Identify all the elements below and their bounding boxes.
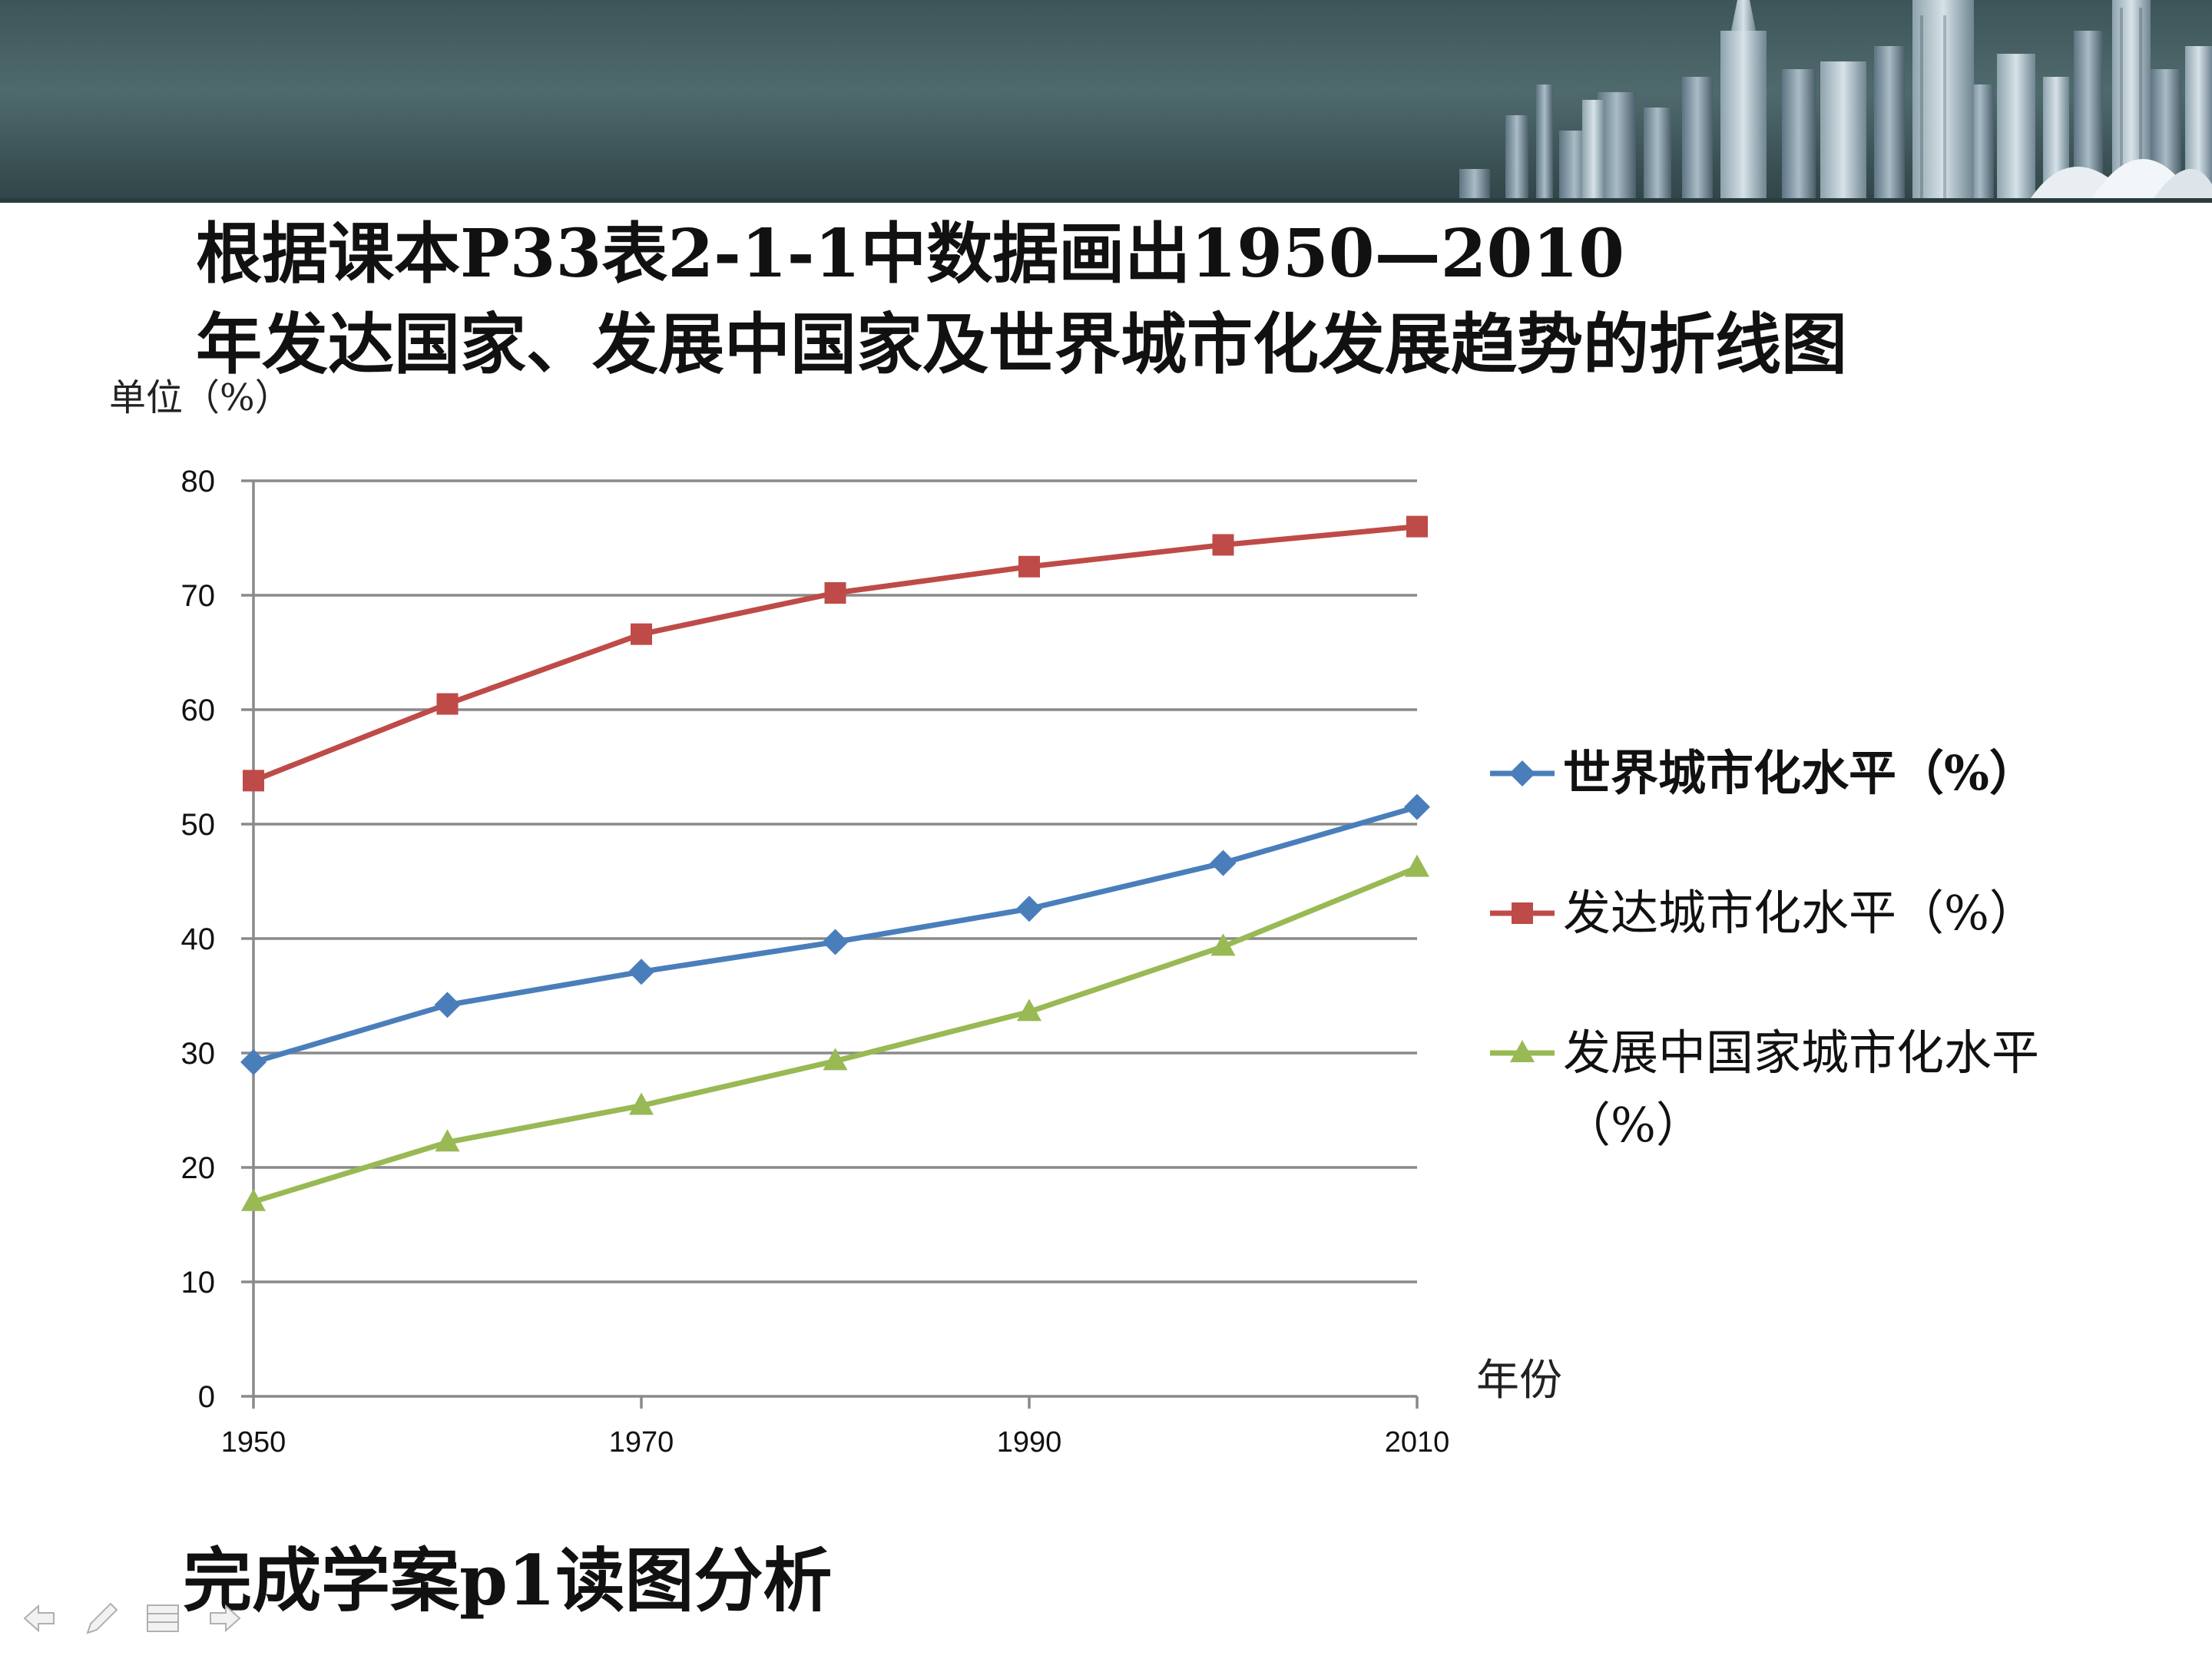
data-point-developing xyxy=(1210,933,1236,956)
data-point-developing xyxy=(629,1092,654,1115)
y-tick-label: 70 xyxy=(181,579,216,613)
legend-swatch-developing xyxy=(1490,1040,1555,1062)
data-point-developing xyxy=(1405,854,1429,877)
slide-title: 根据课本P33表2-1-1中数据画出1950—2010 年发达国家、发展中国家及… xyxy=(196,209,1847,390)
legend-swatch-marker xyxy=(1509,760,1535,786)
data-point-developing xyxy=(823,1048,848,1071)
legend-swatch-developed xyxy=(1490,902,1555,924)
legend-item-world: 世界城市化水平（%） xyxy=(1490,737,2212,810)
slide-title-line-2: 年发达国家、发展中国家及世界城市化发展趋势的折线图 xyxy=(196,306,1847,383)
series-lines xyxy=(240,515,1430,1211)
y-tick-label: 40 xyxy=(181,922,216,956)
tick-labels: 0 10 20 30 40 50 60 70 80 1950 1970 1990 2010 xyxy=(181,465,1450,1459)
menu-icon[interactable] xyxy=(144,1599,181,1637)
legend-label-developing: 发展中国家城市化水平（%） xyxy=(1563,1025,2040,1153)
x-tick-label: 1970 xyxy=(609,1426,674,1459)
x-tick-label: 1950 xyxy=(221,1426,286,1459)
series-developed xyxy=(243,515,1428,792)
task-instruction: 完成学案p1读图分析 xyxy=(183,1540,833,1621)
y-tick-label: 30 xyxy=(181,1037,216,1071)
pen-icon[interactable] xyxy=(83,1599,120,1637)
series-line-developed xyxy=(252,524,1418,783)
data-point-world xyxy=(628,959,654,985)
x-axis-title: 年份 xyxy=(1476,1356,1562,1406)
banner-divider xyxy=(0,198,2212,203)
x-tick-label: 1990 xyxy=(997,1426,1062,1459)
axes xyxy=(241,479,1419,1409)
y-axis-title: 单位（%） xyxy=(109,376,292,419)
data-point-developed xyxy=(1406,515,1428,538)
city-skyline-image xyxy=(1459,0,2212,203)
data-point-developed xyxy=(631,623,652,645)
data-point-developing xyxy=(241,1188,266,1211)
data-point-developed xyxy=(243,770,264,792)
legend-swatch-world xyxy=(1490,760,1555,786)
legend-swatch-marker xyxy=(1510,1040,1535,1062)
series-line-developing xyxy=(252,865,1419,1205)
legend-item-developing: 发展中国家城市化水平（%） xyxy=(1490,1017,2212,1161)
legend-label-developed: 发达城市化水平（%） xyxy=(1563,885,2037,941)
data-point-developed xyxy=(1212,534,1234,556)
y-tick-label: 0 xyxy=(198,1380,215,1414)
slide-title-line-1: 根据课本P33表2-1-1中数据画出1950—2010 xyxy=(196,215,1624,293)
arrow-right-icon[interactable] xyxy=(206,1599,243,1637)
data-point-world xyxy=(434,992,461,1018)
data-point-world xyxy=(240,1048,267,1075)
data-point-world xyxy=(1210,849,1237,876)
data-point-developing xyxy=(1017,998,1041,1022)
series-world xyxy=(240,793,1430,1075)
legend-swatch-marker xyxy=(1512,902,1533,924)
data-point-developed xyxy=(1018,555,1040,578)
x-tick-label: 2010 xyxy=(1385,1426,1450,1459)
y-tick-label: 60 xyxy=(181,694,216,727)
legend: 世界城市化水平（%） 发达城市化水平（%） 发展中国家城市化水平（%） xyxy=(1490,737,2212,1229)
series-developing xyxy=(241,854,1429,1211)
slideshow-nav xyxy=(22,1599,252,1645)
data-point-developed xyxy=(436,693,459,715)
y-tick-label: 80 xyxy=(181,465,216,498)
data-point-developing xyxy=(435,1129,460,1152)
data-point-world xyxy=(1404,793,1430,820)
legend-label-world: 世界城市化水平（%） xyxy=(1563,745,2037,801)
y-tick-label: 10 xyxy=(181,1266,216,1300)
data-point-developed xyxy=(824,582,846,604)
data-point-world xyxy=(822,929,849,955)
data-point-world xyxy=(1016,896,1042,922)
legend-item-developed: 发达城市化水平（%） xyxy=(1490,877,2212,949)
y-tick-label: 20 xyxy=(181,1151,216,1185)
header-banner xyxy=(0,0,2212,203)
y-tick-label: 50 xyxy=(181,808,216,842)
arrow-left-icon[interactable] xyxy=(22,1599,58,1637)
